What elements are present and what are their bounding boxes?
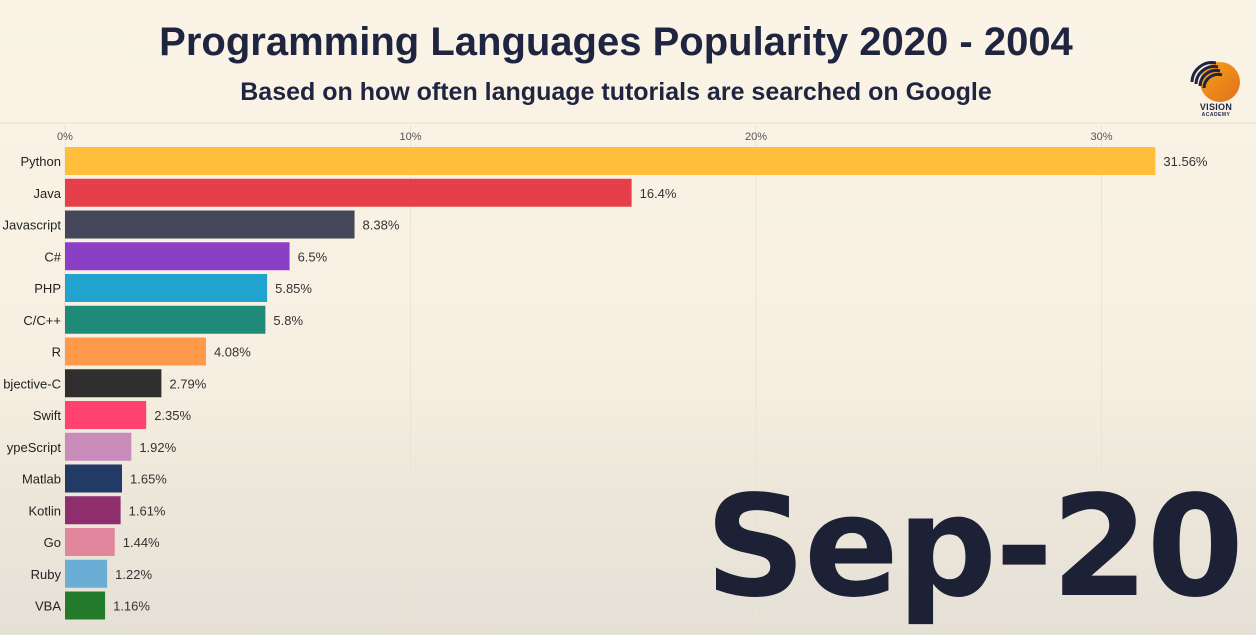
category-label: bjective-C — [3, 376, 61, 391]
category-label: Kotlin — [28, 503, 61, 518]
value-label: 2.79% — [169, 376, 206, 391]
category-label: C# — [44, 249, 61, 264]
value-label: 6.5% — [298, 249, 328, 264]
category-label: R — [52, 345, 61, 360]
bar — [65, 432, 132, 461]
vision-academy-logo-icon — [1190, 61, 1240, 102]
bar — [65, 147, 1156, 175]
bar — [65, 305, 266, 334]
category-label: Python — [21, 154, 61, 169]
bar — [65, 242, 290, 271]
value-label: 16.4% — [640, 186, 677, 201]
bar — [65, 559, 108, 588]
category-label: ypeScript — [7, 440, 62, 455]
value-label: 1.92% — [139, 440, 176, 455]
x-tick-label: 0% — [57, 131, 73, 143]
value-label: 1.44% — [123, 535, 160, 550]
value-label: 1.65% — [130, 472, 167, 487]
bar — [65, 401, 147, 429]
value-label: 1.16% — [113, 599, 150, 614]
chart-subtitle: Based on how often language tutorials ar… — [240, 78, 992, 106]
category-label: PHP — [34, 281, 61, 296]
date-label: Sep-20 — [705, 466, 1244, 629]
bar — [65, 496, 121, 525]
x-tick-label: 10% — [399, 131, 421, 143]
category-label: VBA — [35, 599, 61, 614]
bar — [65, 178, 632, 207]
bar — [65, 210, 355, 239]
value-label: 1.61% — [129, 503, 166, 518]
value-label: 5.8% — [273, 313, 303, 328]
category-label: Go — [44, 535, 61, 550]
category-label: Ruby — [31, 567, 62, 582]
category-label: Javascript — [2, 218, 61, 233]
logo-text-academy: ACADEMY — [1201, 112, 1231, 118]
bar — [65, 528, 115, 556]
value-label: 4.08% — [214, 345, 251, 360]
category-label: C/C++ — [23, 313, 61, 328]
bar — [65, 369, 162, 398]
x-tick-label: 20% — [745, 131, 767, 143]
category-label: Swift — [33, 408, 62, 423]
category-label: Java — [34, 186, 62, 201]
value-label: 5.85% — [275, 281, 312, 296]
logo-text-vision: VISION — [1199, 102, 1233, 112]
bar — [65, 464, 123, 493]
x-tick-label: 30% — [1090, 131, 1112, 143]
bar — [65, 591, 106, 620]
chart-title: Programming Languages Popularity 2020 - … — [159, 20, 1073, 64]
value-label: 1.22% — [115, 567, 152, 582]
bar — [65, 274, 268, 302]
value-label: 2.35% — [154, 408, 191, 423]
value-label: 31.56% — [1163, 154, 1208, 169]
bar — [65, 337, 206, 366]
category-label: Matlab — [22, 472, 61, 487]
value-label: 8.38% — [363, 218, 400, 233]
